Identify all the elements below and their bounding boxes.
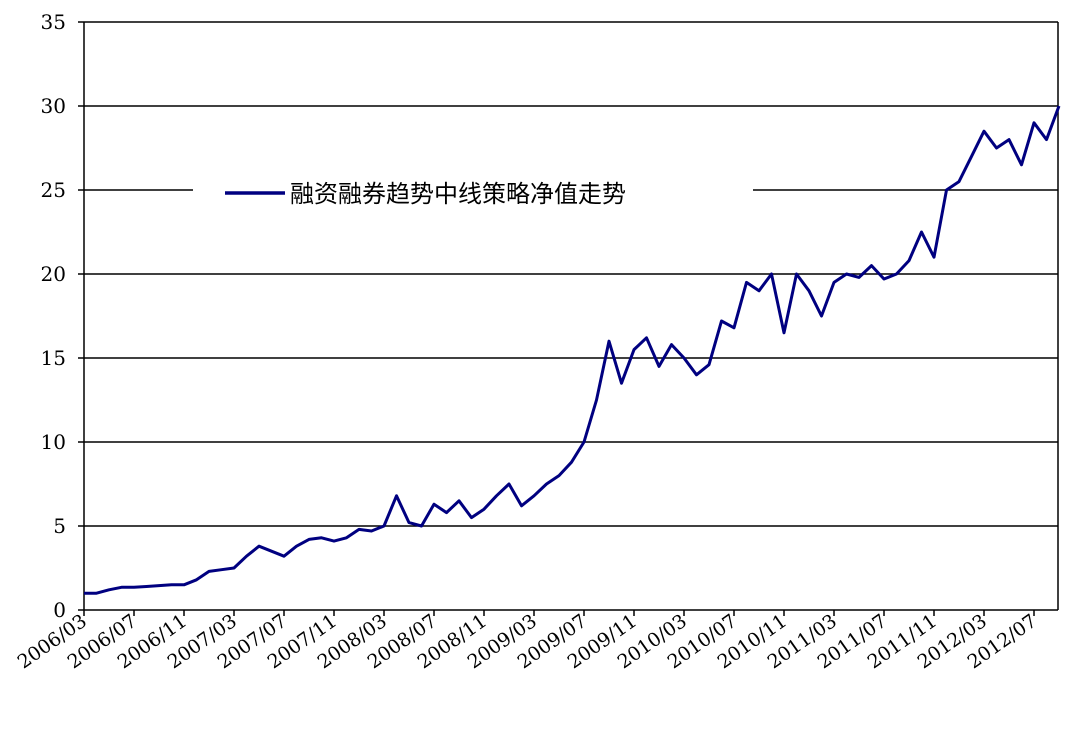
y-tick-label: 30 [41, 94, 66, 118]
x-axis-tick-labels: 2006/032006/072006/112007/032007/072007/… [14, 610, 1041, 673]
legend-label: 融资融券趋势中线策略净值走势 [290, 180, 626, 208]
legend: 融资融券趋势中线策略净值走势 [193, 168, 753, 218]
series-line [84, 105, 1061, 595]
legend-box [193, 168, 753, 218]
y-tick-label: 5 [53, 514, 66, 538]
y-axis-tick-labels: 0 5 10 15 20 25 30 35 [41, 10, 66, 622]
grid-lines [84, 21, 1058, 527]
axes [78, 21, 1059, 616]
y-tick-label: 20 [41, 262, 66, 286]
y-tick-label: 25 [41, 178, 66, 202]
y-tick-label: 10 [41, 430, 66, 454]
series-lines [84, 105, 1061, 595]
y-tick-label: 35 [41, 10, 66, 34]
y-tick-label: 15 [41, 346, 66, 370]
y-tick-label: 0 [53, 598, 66, 622]
